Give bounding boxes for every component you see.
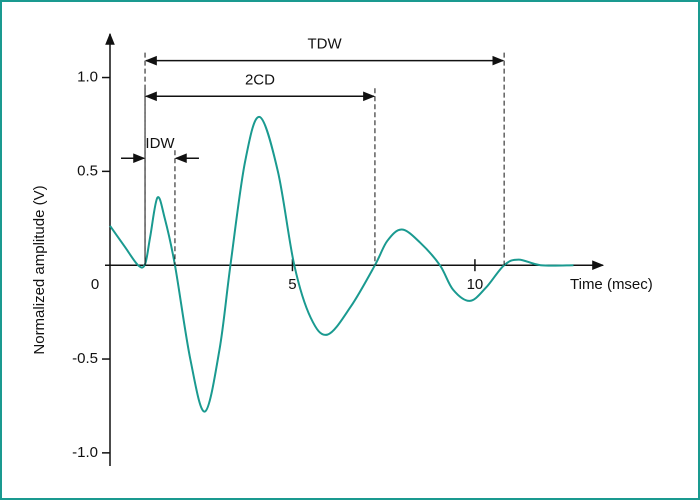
x-axis-label: Time (msec): [570, 276, 653, 293]
annotation-label: 2CD: [245, 71, 275, 88]
annotation-label: IDW: [145, 135, 175, 152]
y-tick-label: -1.0: [72, 444, 98, 461]
y-axis-label: Normalized amplitude (V): [31, 185, 48, 354]
y-tick-label: 0.5: [77, 162, 98, 179]
x-tick-label: 10: [467, 276, 484, 293]
annotation-label: TDW: [307, 36, 342, 53]
y-tick-label: -0.5: [72, 350, 98, 367]
waveform: [109, 115, 574, 413]
x-tick-label: 5: [288, 276, 296, 293]
y-tick-label: 1.0: [77, 69, 98, 86]
x-tick-label: 0: [91, 276, 99, 293]
